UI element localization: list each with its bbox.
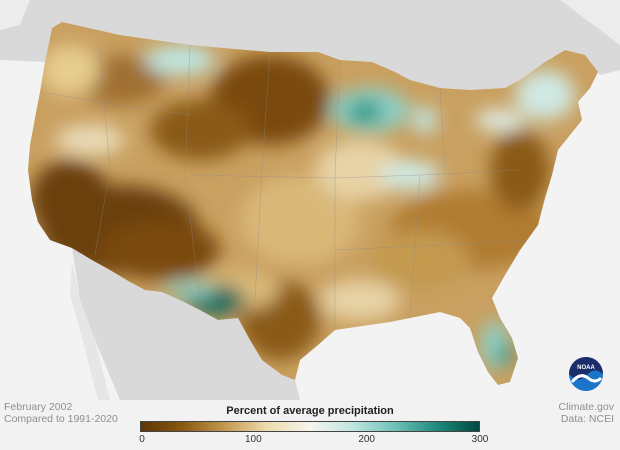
caption-date: February 2002 — [4, 401, 73, 413]
surrounding-land — [0, 0, 620, 400]
noaa-logo-text: NOAA — [577, 365, 595, 371]
caption-left: February 2002 Compared to 1991-2020 — [4, 401, 118, 425]
precipitation-map — [0, 0, 620, 400]
caption-baseline: Compared to 1991-2020 — [4, 413, 118, 425]
caption-right: Climate.gov Data: NCEI — [559, 401, 614, 425]
legend-tick-label: 200 — [358, 434, 375, 445]
noaa-logo-icon: NOAA — [569, 357, 603, 391]
legend-tick-label: 300 — [471, 434, 489, 445]
caption-data-source: Data: NCEI — [560, 413, 614, 425]
state-borders — [39, 44, 541, 330]
caption-source-site: Climate.gov — [558, 401, 614, 413]
legend-tick-label: 100 — [244, 434, 262, 445]
legend-title: Percent of average precipitation — [226, 405, 394, 417]
map-svg — [0, 0, 620, 400]
legend-color-bar — [140, 421, 480, 432]
legend-tick-label: 0 — [139, 434, 145, 445]
